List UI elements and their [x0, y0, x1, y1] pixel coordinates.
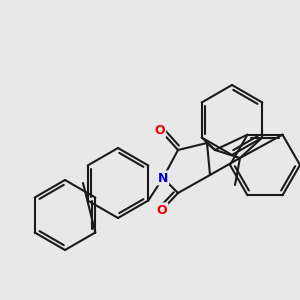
Text: N: N — [158, 172, 168, 184]
Text: O: O — [155, 124, 165, 136]
Text: O: O — [157, 203, 167, 217]
